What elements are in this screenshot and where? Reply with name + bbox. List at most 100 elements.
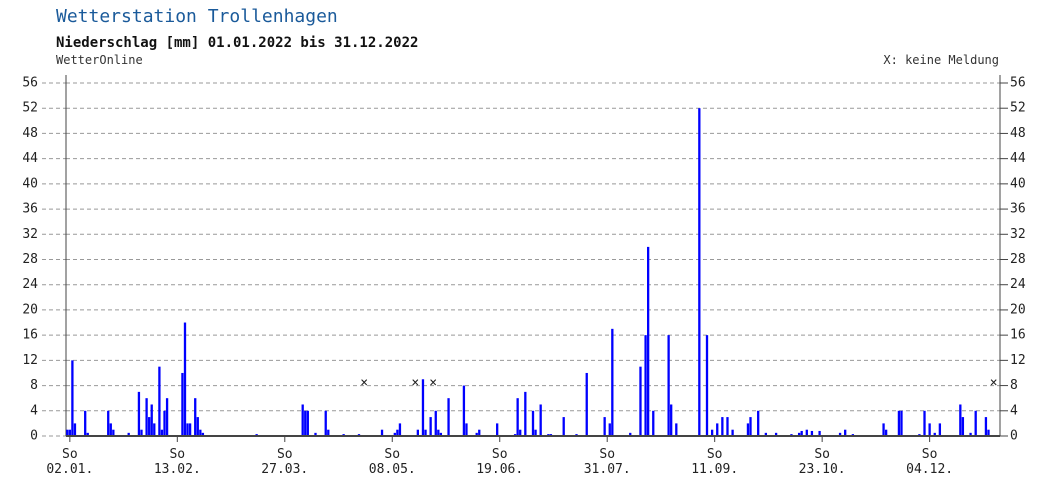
bar	[439, 432, 443, 436]
bar	[644, 335, 647, 436]
bar	[201, 432, 205, 436]
bar	[462, 385, 466, 436]
bar	[465, 423, 468, 436]
y-tick-label: 40	[22, 176, 38, 191]
bar	[608, 423, 611, 436]
bar	[183, 322, 187, 436]
bar	[746, 423, 750, 436]
y2-tick-label: 4	[1010, 403, 1018, 418]
bar	[306, 410, 309, 436]
bar	[818, 430, 821, 436]
y2-tick-label: 12	[1010, 353, 1026, 368]
bar	[196, 417, 199, 436]
bar	[304, 410, 307, 436]
bar	[73, 423, 77, 436]
y2-tick-label: 20	[1010, 302, 1026, 317]
bar	[639, 366, 642, 436]
bar	[475, 432, 478, 436]
y-tick-label: 16	[22, 328, 38, 343]
y2-tick-label: 36	[1010, 202, 1026, 217]
bar	[416, 429, 420, 436]
y2-tick-label: 44	[1010, 151, 1026, 166]
x-tick-label: So 08.05.	[368, 447, 416, 477]
x-tick-label: So 27.03.	[261, 447, 309, 477]
bar	[534, 429, 537, 436]
bar	[757, 410, 760, 436]
y2-tick-label: 0	[1010, 429, 1018, 444]
y-tick-label: 52	[22, 101, 38, 116]
bar	[160, 429, 164, 436]
bar	[844, 429, 847, 436]
y2-tick-label: 56	[1010, 76, 1026, 91]
bar	[810, 430, 814, 436]
bar	[731, 429, 734, 436]
bar	[900, 410, 903, 436]
bar	[838, 432, 842, 436]
bar	[393, 432, 396, 436]
bar	[800, 430, 803, 436]
bar	[421, 379, 425, 436]
y2-tick-label: 40	[1010, 176, 1026, 191]
bar	[774, 432, 778, 436]
bar	[109, 423, 112, 436]
bar	[158, 366, 161, 436]
bar	[71, 360, 74, 436]
bar	[652, 410, 655, 436]
x-tick-label: So 13.02.	[153, 447, 201, 477]
bar	[199, 429, 202, 436]
bar	[705, 335, 709, 436]
bar	[987, 429, 990, 436]
bar	[112, 429, 115, 436]
bar	[478, 429, 481, 436]
bar	[516, 398, 519, 436]
bar	[137, 391, 141, 436]
y-tick-label: 44	[22, 151, 38, 166]
bar	[897, 410, 901, 436]
chart-subtitle: Niederschlag [mm] 01.01.2022 bis 31.12.2…	[56, 35, 419, 51]
bar	[396, 429, 399, 436]
bar	[434, 410, 437, 436]
bar	[531, 410, 535, 436]
bar	[629, 432, 632, 436]
y-tick-label: 36	[22, 202, 38, 217]
bar	[726, 417, 729, 436]
bar	[974, 410, 977, 436]
bar	[764, 432, 768, 436]
chart-title: Wetterstation Trollenhagen	[56, 6, 338, 27]
y2-tick-label: 32	[1010, 227, 1026, 242]
no-report-marker: ×	[360, 376, 368, 391]
bar	[150, 404, 153, 436]
x-tick-label: So 02.01.	[46, 447, 94, 477]
bar	[181, 372, 184, 436]
bar	[140, 429, 143, 436]
bar	[327, 429, 330, 436]
bar	[716, 423, 719, 436]
bar	[107, 410, 110, 436]
bar	[984, 417, 988, 436]
bar	[938, 423, 942, 436]
no-report-marker: ×	[429, 376, 437, 391]
bar	[186, 423, 189, 436]
bar	[928, 423, 931, 436]
bar	[127, 432, 130, 436]
bar	[429, 417, 432, 436]
y2-tick-label: 28	[1010, 252, 1026, 267]
y-tick-label: 28	[22, 252, 38, 267]
bar	[585, 372, 588, 436]
bar	[562, 417, 565, 436]
x-tick-label: So 31.07.	[583, 447, 631, 477]
bar	[603, 417, 606, 436]
bar	[539, 404, 542, 436]
bar	[66, 429, 69, 436]
bar	[447, 398, 450, 436]
bar	[380, 429, 384, 436]
y-tick-label: 12	[22, 353, 38, 368]
y-tick-label: 56	[22, 76, 38, 91]
bar	[667, 335, 670, 436]
bar	[194, 398, 197, 436]
y2-tick-label: 8	[1010, 378, 1018, 393]
legend-note: X: keine Meldung	[883, 53, 999, 67]
bar	[969, 432, 972, 436]
